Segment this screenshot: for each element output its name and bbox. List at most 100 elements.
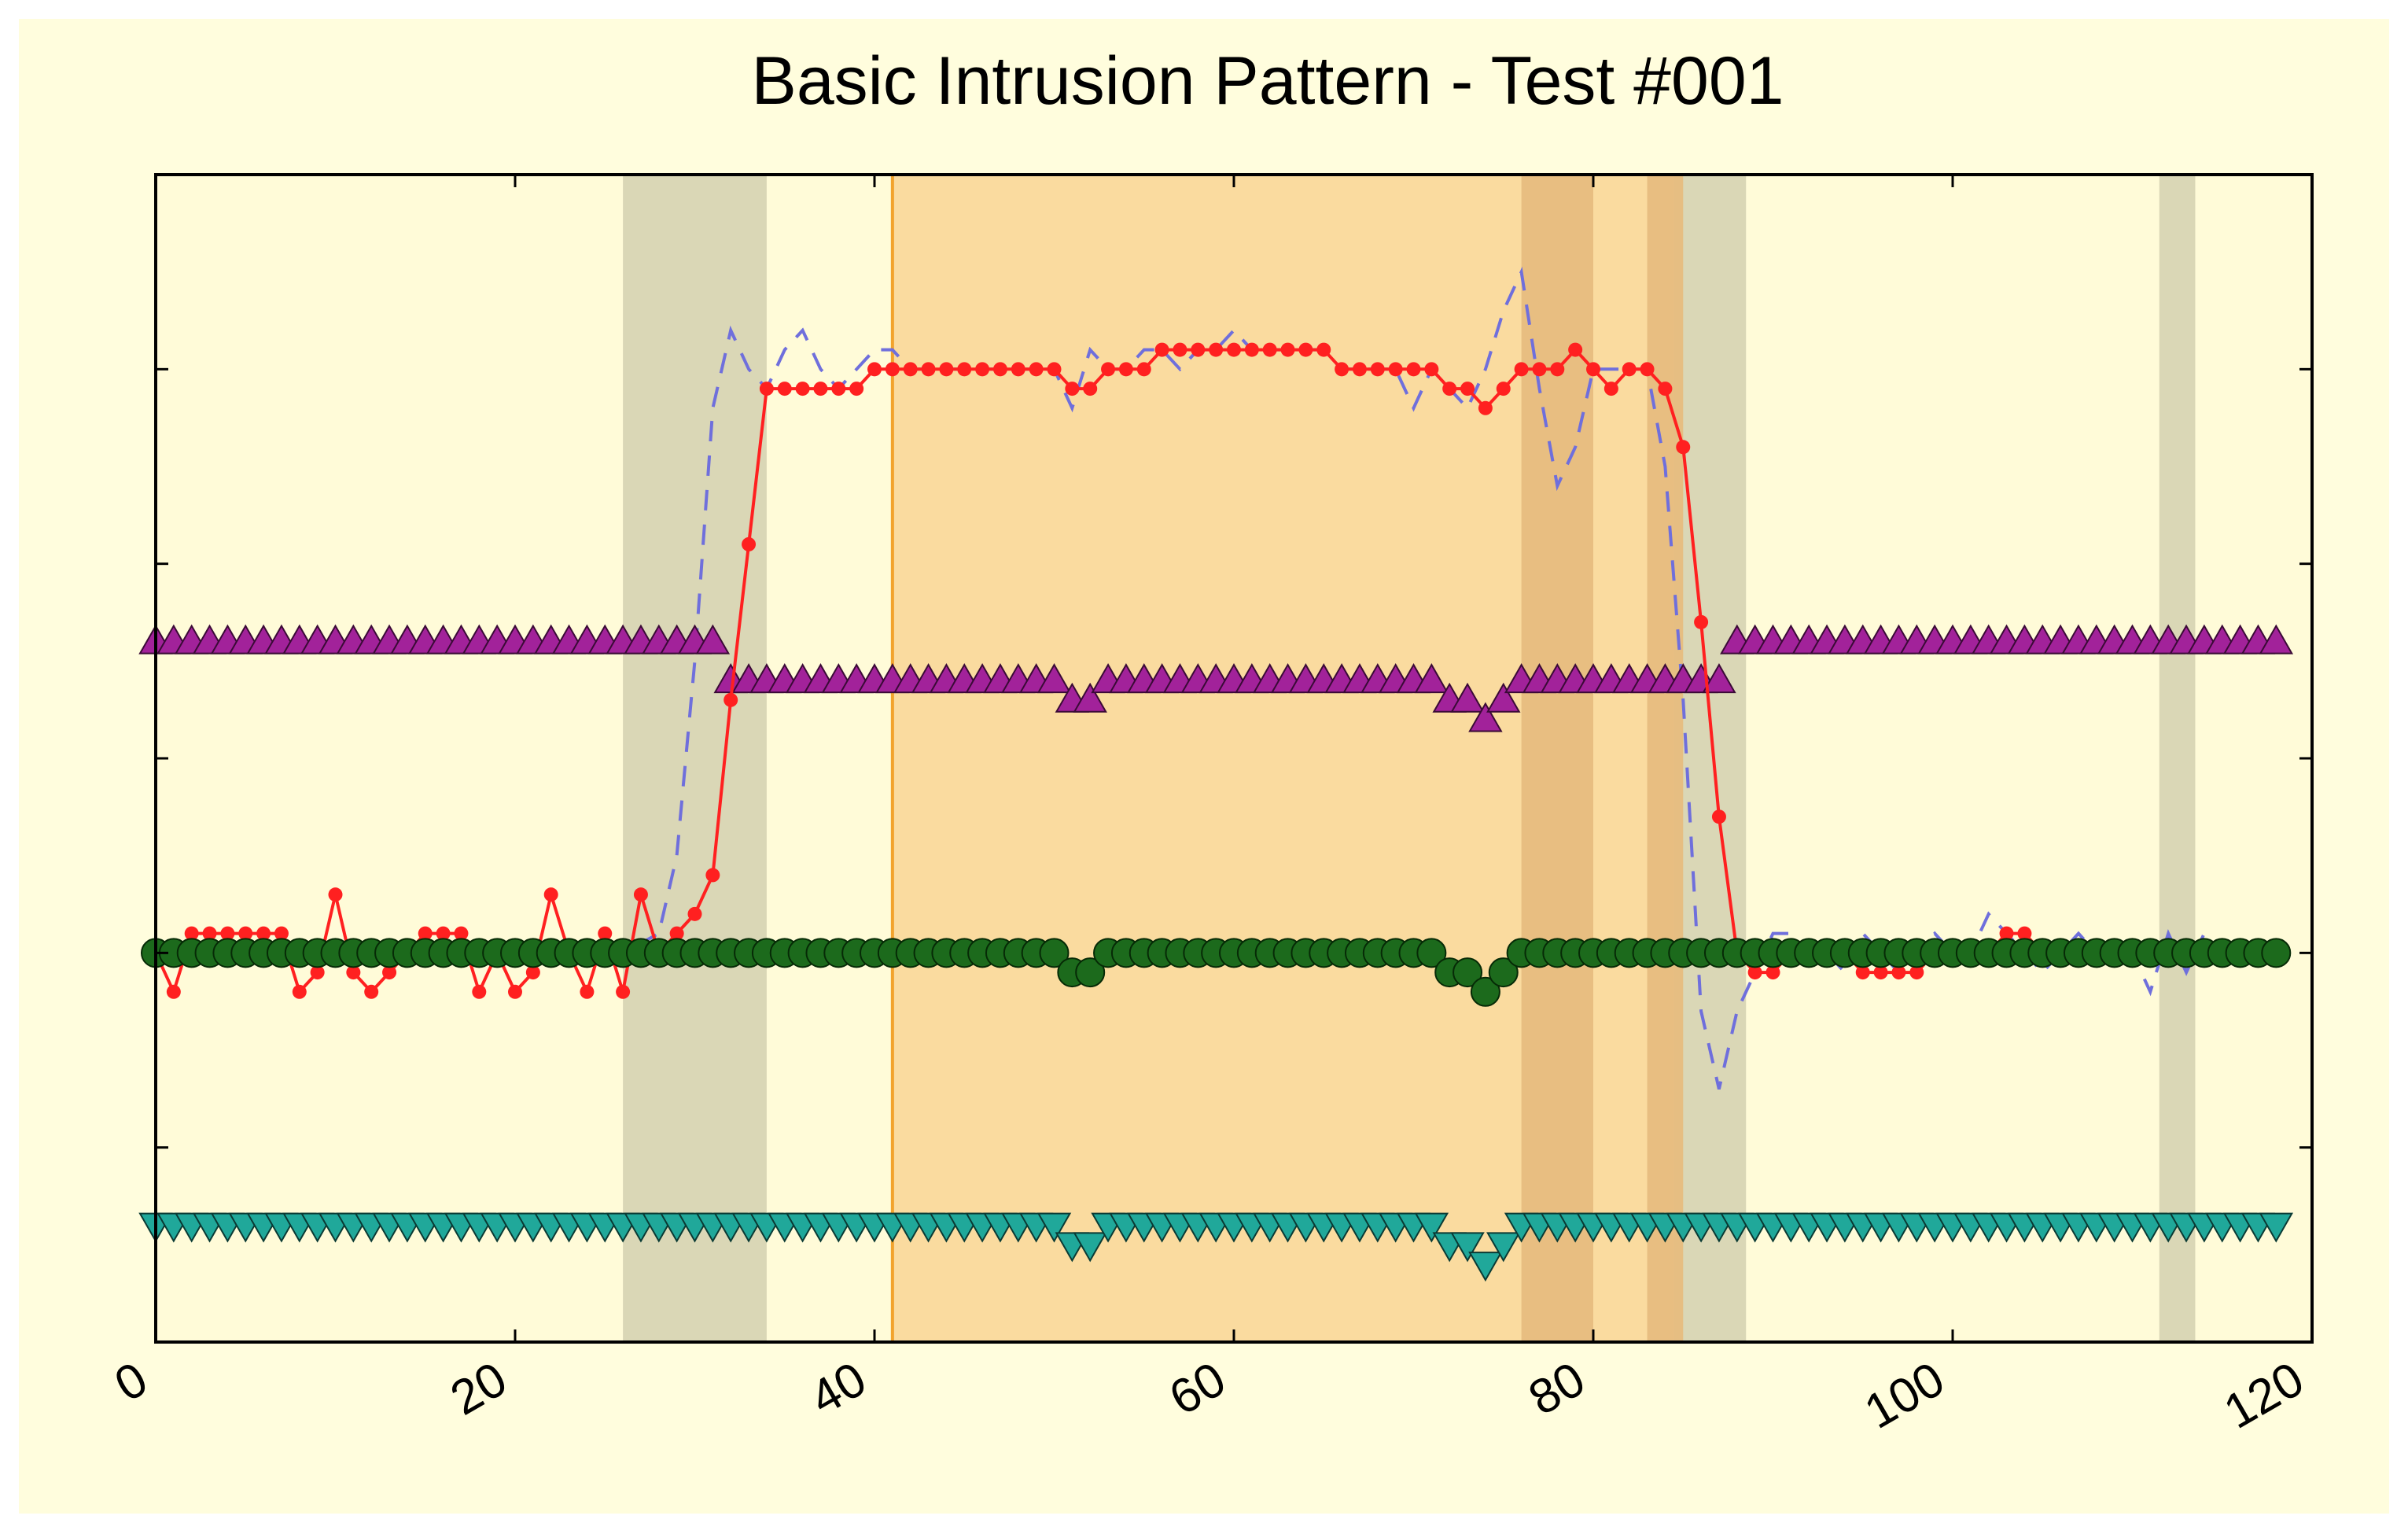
gray-span bbox=[2159, 175, 2196, 1342]
red-point bbox=[1370, 362, 1385, 377]
red-point bbox=[813, 382, 828, 396]
magenta-up-triangle bbox=[1036, 663, 1072, 694]
red-point bbox=[1352, 362, 1367, 377]
red-point bbox=[1891, 965, 1906, 980]
red-point bbox=[580, 984, 595, 999]
red-point bbox=[1388, 362, 1403, 377]
cyan-down-triangle bbox=[1468, 1252, 1503, 1282]
red-point bbox=[1855, 965, 1870, 980]
cyan-down-triangle bbox=[1486, 1232, 1521, 1263]
red-point bbox=[742, 537, 757, 551]
red-point bbox=[1550, 362, 1565, 377]
red-point bbox=[1873, 965, 1888, 980]
red-point bbox=[328, 887, 343, 902]
chart-title: Basic Intrusion Pattern - Test #001 bbox=[751, 43, 1784, 119]
red-point bbox=[1747, 965, 1762, 980]
red-point bbox=[418, 926, 433, 941]
red-point bbox=[256, 926, 271, 941]
red-point bbox=[1047, 362, 1062, 377]
red-point bbox=[1478, 400, 1493, 415]
red-point bbox=[885, 362, 900, 377]
red-point bbox=[238, 926, 253, 941]
red-point bbox=[669, 926, 684, 941]
series-layer bbox=[138, 266, 2294, 1282]
red-point bbox=[1406, 362, 1421, 377]
red-point bbox=[1514, 362, 1529, 377]
magenta-up-triangle bbox=[2259, 624, 2294, 655]
cyan-down-triangle bbox=[1036, 1212, 1072, 1243]
magenta-up-triangle bbox=[1450, 682, 1485, 713]
red-point bbox=[508, 984, 522, 999]
red-point bbox=[1586, 362, 1600, 377]
green-circle bbox=[1470, 976, 1500, 1007]
red-point bbox=[759, 382, 774, 396]
magenta-triangle-series bbox=[138, 624, 2294, 732]
red-point bbox=[184, 926, 199, 941]
red-point bbox=[1658, 382, 1673, 396]
red-point bbox=[1999, 926, 2014, 941]
red-point bbox=[1209, 342, 1224, 357]
red-point bbox=[724, 692, 738, 707]
red-point bbox=[436, 926, 451, 941]
red-point bbox=[1298, 342, 1313, 357]
red-point bbox=[1173, 342, 1187, 357]
dark-orange-span bbox=[1647, 175, 1684, 1342]
red-point bbox=[1424, 362, 1439, 377]
red-point bbox=[1191, 342, 1206, 357]
cyan-down-triangle bbox=[1073, 1232, 1107, 1263]
cyan-down-triangle bbox=[2259, 1212, 2294, 1243]
cyan-down-triangle bbox=[1450, 1232, 1485, 1263]
red-point bbox=[2017, 926, 2032, 941]
gray-span bbox=[623, 175, 767, 1342]
red-point bbox=[1280, 342, 1295, 357]
red-point bbox=[1154, 342, 1169, 357]
red-point bbox=[1335, 362, 1349, 377]
red-point bbox=[1029, 362, 1044, 377]
red-point bbox=[382, 965, 397, 980]
red-point bbox=[1676, 440, 1691, 455]
red-point bbox=[1083, 382, 1098, 396]
gray-span bbox=[1673, 175, 1747, 1342]
red-point bbox=[867, 362, 882, 377]
red-point bbox=[795, 382, 810, 396]
red-point bbox=[1244, 342, 1259, 357]
green-circle bbox=[1488, 957, 1519, 988]
red-point bbox=[454, 926, 469, 941]
red-point bbox=[1496, 382, 1511, 396]
red-point bbox=[166, 984, 181, 999]
red-point bbox=[1694, 614, 1709, 629]
red-point bbox=[687, 906, 702, 921]
cyan-down-triangle bbox=[1414, 1212, 1449, 1243]
red-point bbox=[1765, 965, 1780, 980]
red-point bbox=[1118, 362, 1133, 377]
red-point bbox=[1262, 342, 1277, 357]
red-point bbox=[598, 926, 613, 941]
green-circle bbox=[2261, 938, 2292, 968]
blue-dashed-line bbox=[156, 266, 2277, 1090]
red-point bbox=[202, 926, 217, 941]
red-point bbox=[992, 362, 1007, 377]
red-point bbox=[1065, 382, 1080, 396]
magenta-up-triangle bbox=[695, 624, 731, 655]
magenta-up-triangle bbox=[1468, 702, 1503, 732]
red-point bbox=[310, 965, 325, 980]
green-circle bbox=[1453, 957, 1483, 988]
red-point bbox=[1011, 362, 1025, 377]
red-point bbox=[1640, 362, 1655, 377]
red-point bbox=[1136, 362, 1151, 377]
green-circle bbox=[1416, 938, 1447, 968]
red-point bbox=[1101, 362, 1116, 377]
red-point bbox=[777, 382, 792, 396]
red-point bbox=[903, 362, 918, 377]
red-point bbox=[472, 984, 487, 999]
red-point bbox=[1532, 362, 1547, 377]
red-point bbox=[1603, 382, 1618, 396]
magenta-up-triangle bbox=[1073, 682, 1107, 713]
red-point bbox=[1460, 382, 1475, 396]
magenta-up-triangle bbox=[1702, 663, 1736, 694]
red-point bbox=[975, 362, 990, 377]
red-point bbox=[633, 887, 648, 902]
red-point bbox=[364, 984, 379, 999]
red-point bbox=[957, 362, 972, 377]
